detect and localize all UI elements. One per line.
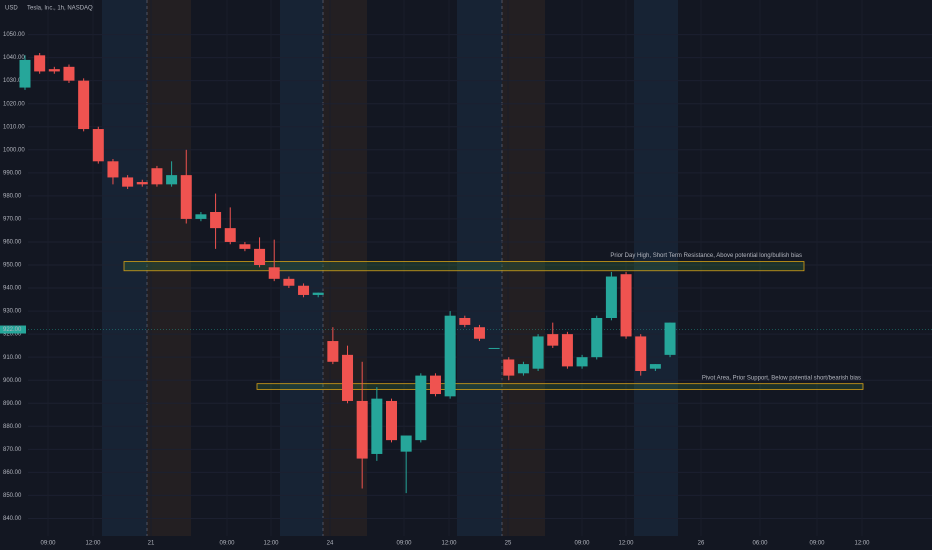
session-band	[147, 0, 191, 536]
candle-body	[605, 276, 617, 318]
candle-body	[356, 400, 368, 459]
y-tick-label: 1040.00	[3, 55, 25, 61]
candle-body	[312, 292, 324, 295]
candle-body	[635, 336, 647, 371]
candle-body	[298, 285, 310, 295]
candle-body	[371, 398, 383, 454]
y-tick-label: 880.00	[3, 424, 22, 430]
session-band	[457, 0, 502, 536]
y-tick-label: 940.00	[3, 286, 22, 292]
x-tick-label: 09:00	[809, 541, 825, 547]
y-tick-label: 1030.00	[3, 78, 25, 84]
candle-body	[195, 214, 207, 219]
y-tick-label: 960.00	[3, 240, 22, 246]
candle-body	[78, 80, 90, 130]
x-tick-label: 24	[327, 541, 334, 547]
x-tick-label: 12:00	[618, 541, 634, 547]
candle-body	[473, 327, 485, 339]
session-band	[102, 0, 147, 536]
x-tick-label: 26	[698, 541, 705, 547]
candle-body	[620, 274, 632, 337]
candle-body	[444, 315, 456, 397]
y-tick-label: 850.00	[3, 493, 22, 499]
zone	[256, 383, 864, 390]
candle-body	[92, 129, 104, 162]
candle-body	[649, 364, 661, 369]
x-tick-label: 12:00	[85, 541, 101, 547]
candle-body	[386, 400, 397, 441]
y-tick-label: 840.00	[3, 516, 22, 522]
candle-body	[591, 318, 603, 358]
candle-body	[576, 357, 588, 367]
currency: USD	[5, 6, 18, 12]
x-tick-label: 21	[148, 541, 155, 547]
candle-body	[166, 175, 178, 185]
x-tick-label: 06:00	[752, 541, 768, 547]
y-tick-label: 980.00	[3, 193, 22, 199]
candle-body	[459, 318, 471, 325]
chart-title: Tesla, Inc., 1h, NASDAQ	[27, 6, 93, 12]
y-tick-label: 900.00	[3, 378, 22, 384]
candle-body	[415, 375, 427, 441]
x-tick-label: 09:00	[396, 541, 412, 547]
x-tick-label: 12:00	[441, 541, 457, 547]
last-price-label: 922.00	[3, 327, 22, 333]
candle-body	[429, 375, 441, 395]
y-tick-label: 920.00	[3, 332, 22, 338]
zone-label: Pivot Area, Prior Support, Below potenti…	[702, 375, 861, 381]
candle-body	[107, 161, 119, 178]
candle-body	[503, 359, 515, 376]
y-tick-label: 970.00	[3, 216, 22, 222]
x-tick-label: 09:00	[219, 541, 235, 547]
candle-body	[48, 69, 60, 72]
candle-body	[547, 334, 559, 346]
candle-body	[561, 334, 573, 367]
y-tick-label: 870.00	[3, 447, 22, 453]
session-band	[634, 0, 678, 536]
candle-body	[488, 347, 500, 349]
y-tick-label: 950.00	[3, 263, 22, 269]
x-tick-label: 25	[505, 541, 512, 547]
y-tick-label: 860.00	[3, 470, 22, 476]
candle-body	[239, 244, 251, 249]
y-tick-label: 890.00	[3, 401, 22, 407]
candle-body	[210, 212, 222, 229]
y-tick-label: 1050.00	[3, 32, 25, 38]
candle-body	[283, 278, 295, 286]
x-tick-label: 09:00	[574, 541, 590, 547]
y-tick-label: 930.00	[3, 309, 22, 315]
candle-body	[136, 182, 148, 185]
candle-body	[180, 175, 192, 219]
candle-body	[34, 55, 46, 72]
candle-body	[63, 66, 75, 81]
candle-body	[254, 248, 266, 265]
y-tick-label: 910.00	[3, 355, 22, 361]
candle-body	[664, 322, 676, 355]
candle-body	[517, 364, 529, 374]
candle-body	[342, 354, 354, 401]
y-tick-label: 990.00	[3, 170, 22, 176]
x-tick-label: 12:00	[854, 541, 870, 547]
last-price-box	[0, 325, 26, 334]
y-tick-label: 1000.00	[3, 147, 25, 153]
zone-label: Prior Day High, Short Term Resistance, A…	[610, 253, 802, 259]
candle-body	[532, 336, 544, 369]
y-tick-label: 1020.00	[3, 101, 25, 107]
candle-body	[327, 341, 339, 362]
session-band	[280, 0, 323, 536]
candle-body	[224, 228, 236, 242]
session-band	[502, 0, 545, 536]
candle-body	[151, 168, 163, 185]
candle-body	[19, 59, 31, 88]
x-tick-label: 09:00	[40, 541, 56, 547]
y-tick-label: 1010.00	[3, 124, 25, 130]
candle-body	[400, 435, 412, 452]
x-tick-label: 12:00	[263, 541, 279, 547]
candle-body	[122, 177, 134, 187]
zone	[123, 261, 805, 272]
candle-body	[268, 267, 280, 279]
